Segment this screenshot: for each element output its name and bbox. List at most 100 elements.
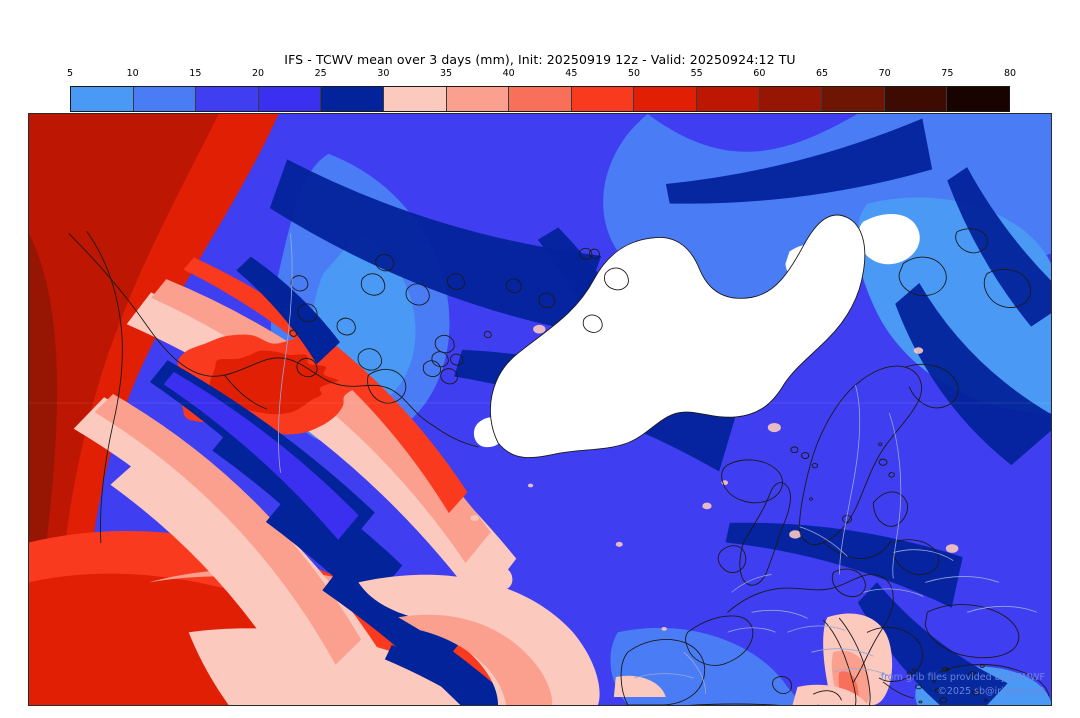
colorbar-tick-60: 60 — [753, 68, 766, 79]
contour-navy-5 — [857, 582, 1008, 705]
colorbar-tick-55: 55 — [690, 68, 703, 79]
contour-warmband-4 — [94, 393, 362, 665]
coastline-sicily — [813, 690, 842, 701]
coastline-arctic-island-19 — [589, 248, 600, 259]
coastline-greenland — [489, 214, 866, 459]
coastline-aegean-island-5 — [932, 679, 937, 683]
contour-speck-7 — [527, 483, 534, 488]
coastline-balkans — [866, 626, 923, 682]
colorbar-tick-10: 10 — [126, 68, 139, 79]
coastline-aegean-island-8 — [906, 671, 912, 676]
contour-warmband-2 — [183, 257, 468, 514]
coastline-baltic-north — [822, 540, 892, 559]
contour-navy-2 — [665, 118, 933, 204]
border-baltic-states — [893, 549, 954, 561]
contour-pink-dot-atl — [495, 566, 513, 590]
coastline-aegean-island-3 — [918, 700, 923, 704]
border-ukraine-n — [925, 576, 1000, 583]
coastline-north-island-4 — [790, 446, 799, 454]
coastline-kola — [904, 364, 959, 409]
page-title: IFS - TCWV mean over 3 days (mm), Init: … — [284, 52, 796, 67]
coastline-italy-east — [838, 617, 871, 705]
border-sweden-finland — [888, 412, 902, 579]
coastline-newfoundland — [431, 424, 479, 448]
contour-speck-1 — [913, 347, 924, 354]
contour-speck-4 — [945, 544, 959, 553]
landmask-greenland-n — [785, 243, 835, 284]
coastline-island-a — [367, 368, 407, 404]
colorbar-tick-30: 30 — [377, 68, 390, 79]
colorbar-tick-15: 15 — [189, 68, 202, 79]
contour-pink-iberia — [613, 675, 666, 698]
coastline-iceland — [721, 459, 783, 504]
contour-speck-6 — [615, 541, 623, 547]
coastline-arctic-island-0 — [582, 314, 603, 333]
coastline-north-island-3 — [878, 442, 883, 447]
coastline-bothnia — [872, 491, 908, 527]
coastline-svalbard — [898, 256, 947, 296]
coastline-aegean-island-12 — [915, 684, 922, 690]
coastline-arctic-island-3 — [289, 329, 298, 337]
coastline-arctic-island-15 — [440, 368, 458, 385]
coastline-aegean-island-10 — [934, 688, 941, 693]
colorbar-swatch-very-dark-brown — [884, 87, 948, 111]
coastline-arctic-isle — [955, 228, 988, 254]
coastline-ireland — [717, 545, 747, 573]
coastline-aegean-island-6 — [968, 671, 976, 677]
colorbar-swatch-dark-red — [696, 87, 760, 111]
contour-salmon-finger — [398, 614, 553, 705]
contour-speck-11 — [533, 324, 546, 334]
coastline-greece — [882, 681, 914, 699]
coastline-aegean-island-0 — [972, 689, 980, 696]
coastline-canada-east — [68, 233, 433, 426]
contour-navy-0 — [269, 159, 602, 331]
border-baltic-n — [799, 526, 848, 557]
border-france-swiss — [727, 627, 776, 633]
coastline-arctic-island-17 — [434, 334, 455, 354]
border-balkan-n — [811, 648, 874, 657]
contour-speck-10 — [562, 681, 568, 686]
colorbar-tick-65: 65 — [815, 68, 829, 79]
contour-warmband-1 — [151, 279, 491, 564]
colorbar-swatch-red — [634, 87, 697, 111]
colorbar-swatch-maroon — [822, 87, 885, 111]
coastline-arctic-island-12 — [579, 247, 593, 260]
coastline-arctic-island-16 — [360, 273, 386, 296]
coastline-scandinavia — [799, 365, 923, 545]
contour-warmband-5 — [110, 460, 345, 705]
coastline-north-island-7 — [888, 472, 895, 478]
border-benelux — [731, 574, 772, 593]
contour-dryslot-5 — [236, 256, 341, 365]
coastline-novaya-zemlya — [983, 268, 1031, 308]
coastline-arctic-island-9 — [405, 283, 430, 306]
contour-darkred-west — [29, 114, 219, 705]
coastline-baltic-east — [892, 539, 940, 576]
coastline-aegean-island-9 — [939, 697, 948, 704]
colorbar-tick-40: 40 — [502, 68, 515, 79]
colorbar-swatch-navy — [321, 87, 384, 111]
coastline-corsica — [772, 676, 792, 694]
colorbar-tick-45: 45 — [565, 68, 578, 79]
map-panel[interactable]: from grib files provided by ECMWF ©2025 … — [28, 113, 1052, 706]
colorbar — [70, 86, 1010, 112]
coastline-north-island-1 — [809, 497, 813, 501]
colorbar-tick-70: 70 — [878, 68, 891, 79]
border-alps — [787, 625, 846, 633]
coastline-arctic-island-10 — [375, 254, 395, 272]
coastline-aegean-island-2 — [983, 698, 988, 702]
coastline-north-island-5 — [842, 514, 853, 524]
map-canvas — [29, 114, 1051, 705]
coastline-arctic-island-1 — [296, 357, 318, 378]
coastline-arctic-island-14 — [483, 330, 492, 339]
coastline-arctic-island-2 — [604, 267, 629, 291]
contour-blue-6 — [610, 627, 803, 705]
colorbar-swatch-pale-pink — [383, 87, 447, 111]
colorbar-swatch-indigo — [196, 87, 259, 111]
contour-navy-7 — [947, 167, 1051, 327]
contour-speck-2 — [661, 626, 667, 631]
contour-navy-3 — [895, 282, 1051, 466]
contour-dryslot-4 — [384, 644, 505, 705]
border-balkan-s — [833, 668, 890, 677]
coastline-arctic-island-5 — [538, 292, 556, 309]
